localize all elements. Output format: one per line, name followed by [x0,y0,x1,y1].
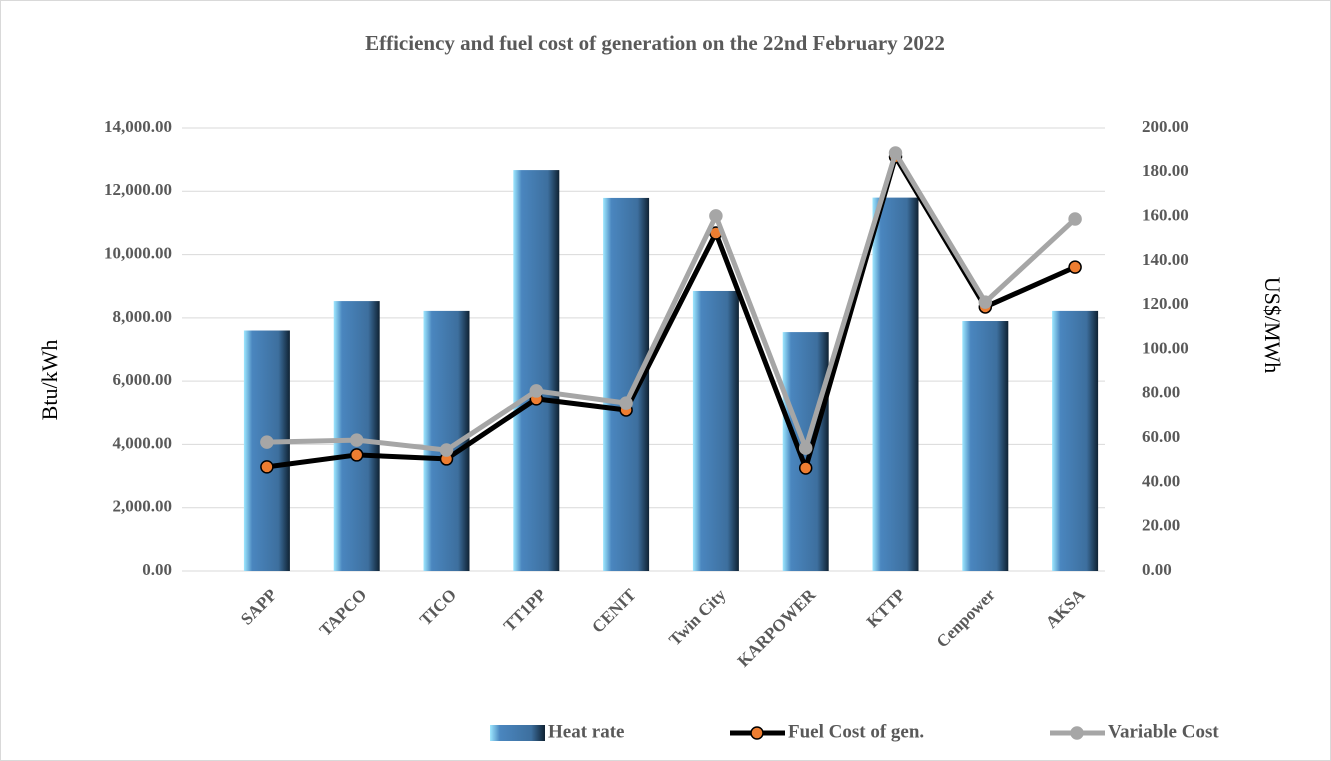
legend-label: Heat rate [548,721,624,742]
y2-tick-label: 0.00 [1142,560,1172,579]
line-point [1068,260,1082,274]
bar [962,321,1009,571]
y2-tick-label: 180.00 [1142,161,1189,180]
bar [692,290,739,571]
line-point [260,460,274,474]
y-tick-label: 12,000.00 [104,180,172,199]
y2-tick-label: 140.00 [1142,250,1189,269]
bar [872,197,919,571]
line-point [349,433,364,447]
y2-tick-label: 40.00 [1142,471,1180,490]
line-point [529,384,544,398]
line-point [978,295,993,309]
y2-tick-label: 80.00 [1142,383,1180,402]
y-tick-label: 14,000.00 [104,117,172,136]
y-tick-label: 10,000.00 [104,243,172,262]
y-tick-label: 8,000.00 [113,307,173,326]
legend-marker [750,726,764,740]
chart-title: Efficiency and fuel cost of generation o… [365,31,945,55]
y2-tick-label: 100.00 [1142,338,1189,357]
y-tick-label: 4,000.00 [113,433,173,452]
y-tick-label: 2,000.00 [113,497,173,516]
line-point [1068,212,1082,226]
legend-swatch [490,725,545,741]
y2-tick-label: 60.00 [1142,427,1180,446]
y2-tick-label: 120.00 [1142,294,1189,313]
legend-label: Fuel Cost of gen. [788,721,924,742]
line-point [619,396,633,410]
y-axis-title: Btu/kWh [37,340,62,421]
line-point [349,448,364,462]
bar [1052,310,1099,571]
legend-marker [1070,726,1084,740]
line-point [260,435,274,449]
y2-tick-label: 160.00 [1142,206,1189,225]
line-series [266,150,1077,453]
y-tick-label: 0.00 [142,560,172,579]
legend-label: Variable Cost [1108,721,1219,742]
line-point [439,443,454,457]
y2-axis-title: US$/MWh [1260,277,1285,374]
line-point [709,209,723,223]
line-point [798,441,813,455]
line-point [888,146,903,160]
line-point [798,461,813,475]
bar [513,170,560,571]
y2-tick-label: 20.00 [1142,516,1180,535]
y-tick-label: 6,000.00 [113,370,173,389]
y2-tick-label: 200.00 [1142,117,1189,136]
bar [243,330,290,571]
bar [603,197,650,571]
